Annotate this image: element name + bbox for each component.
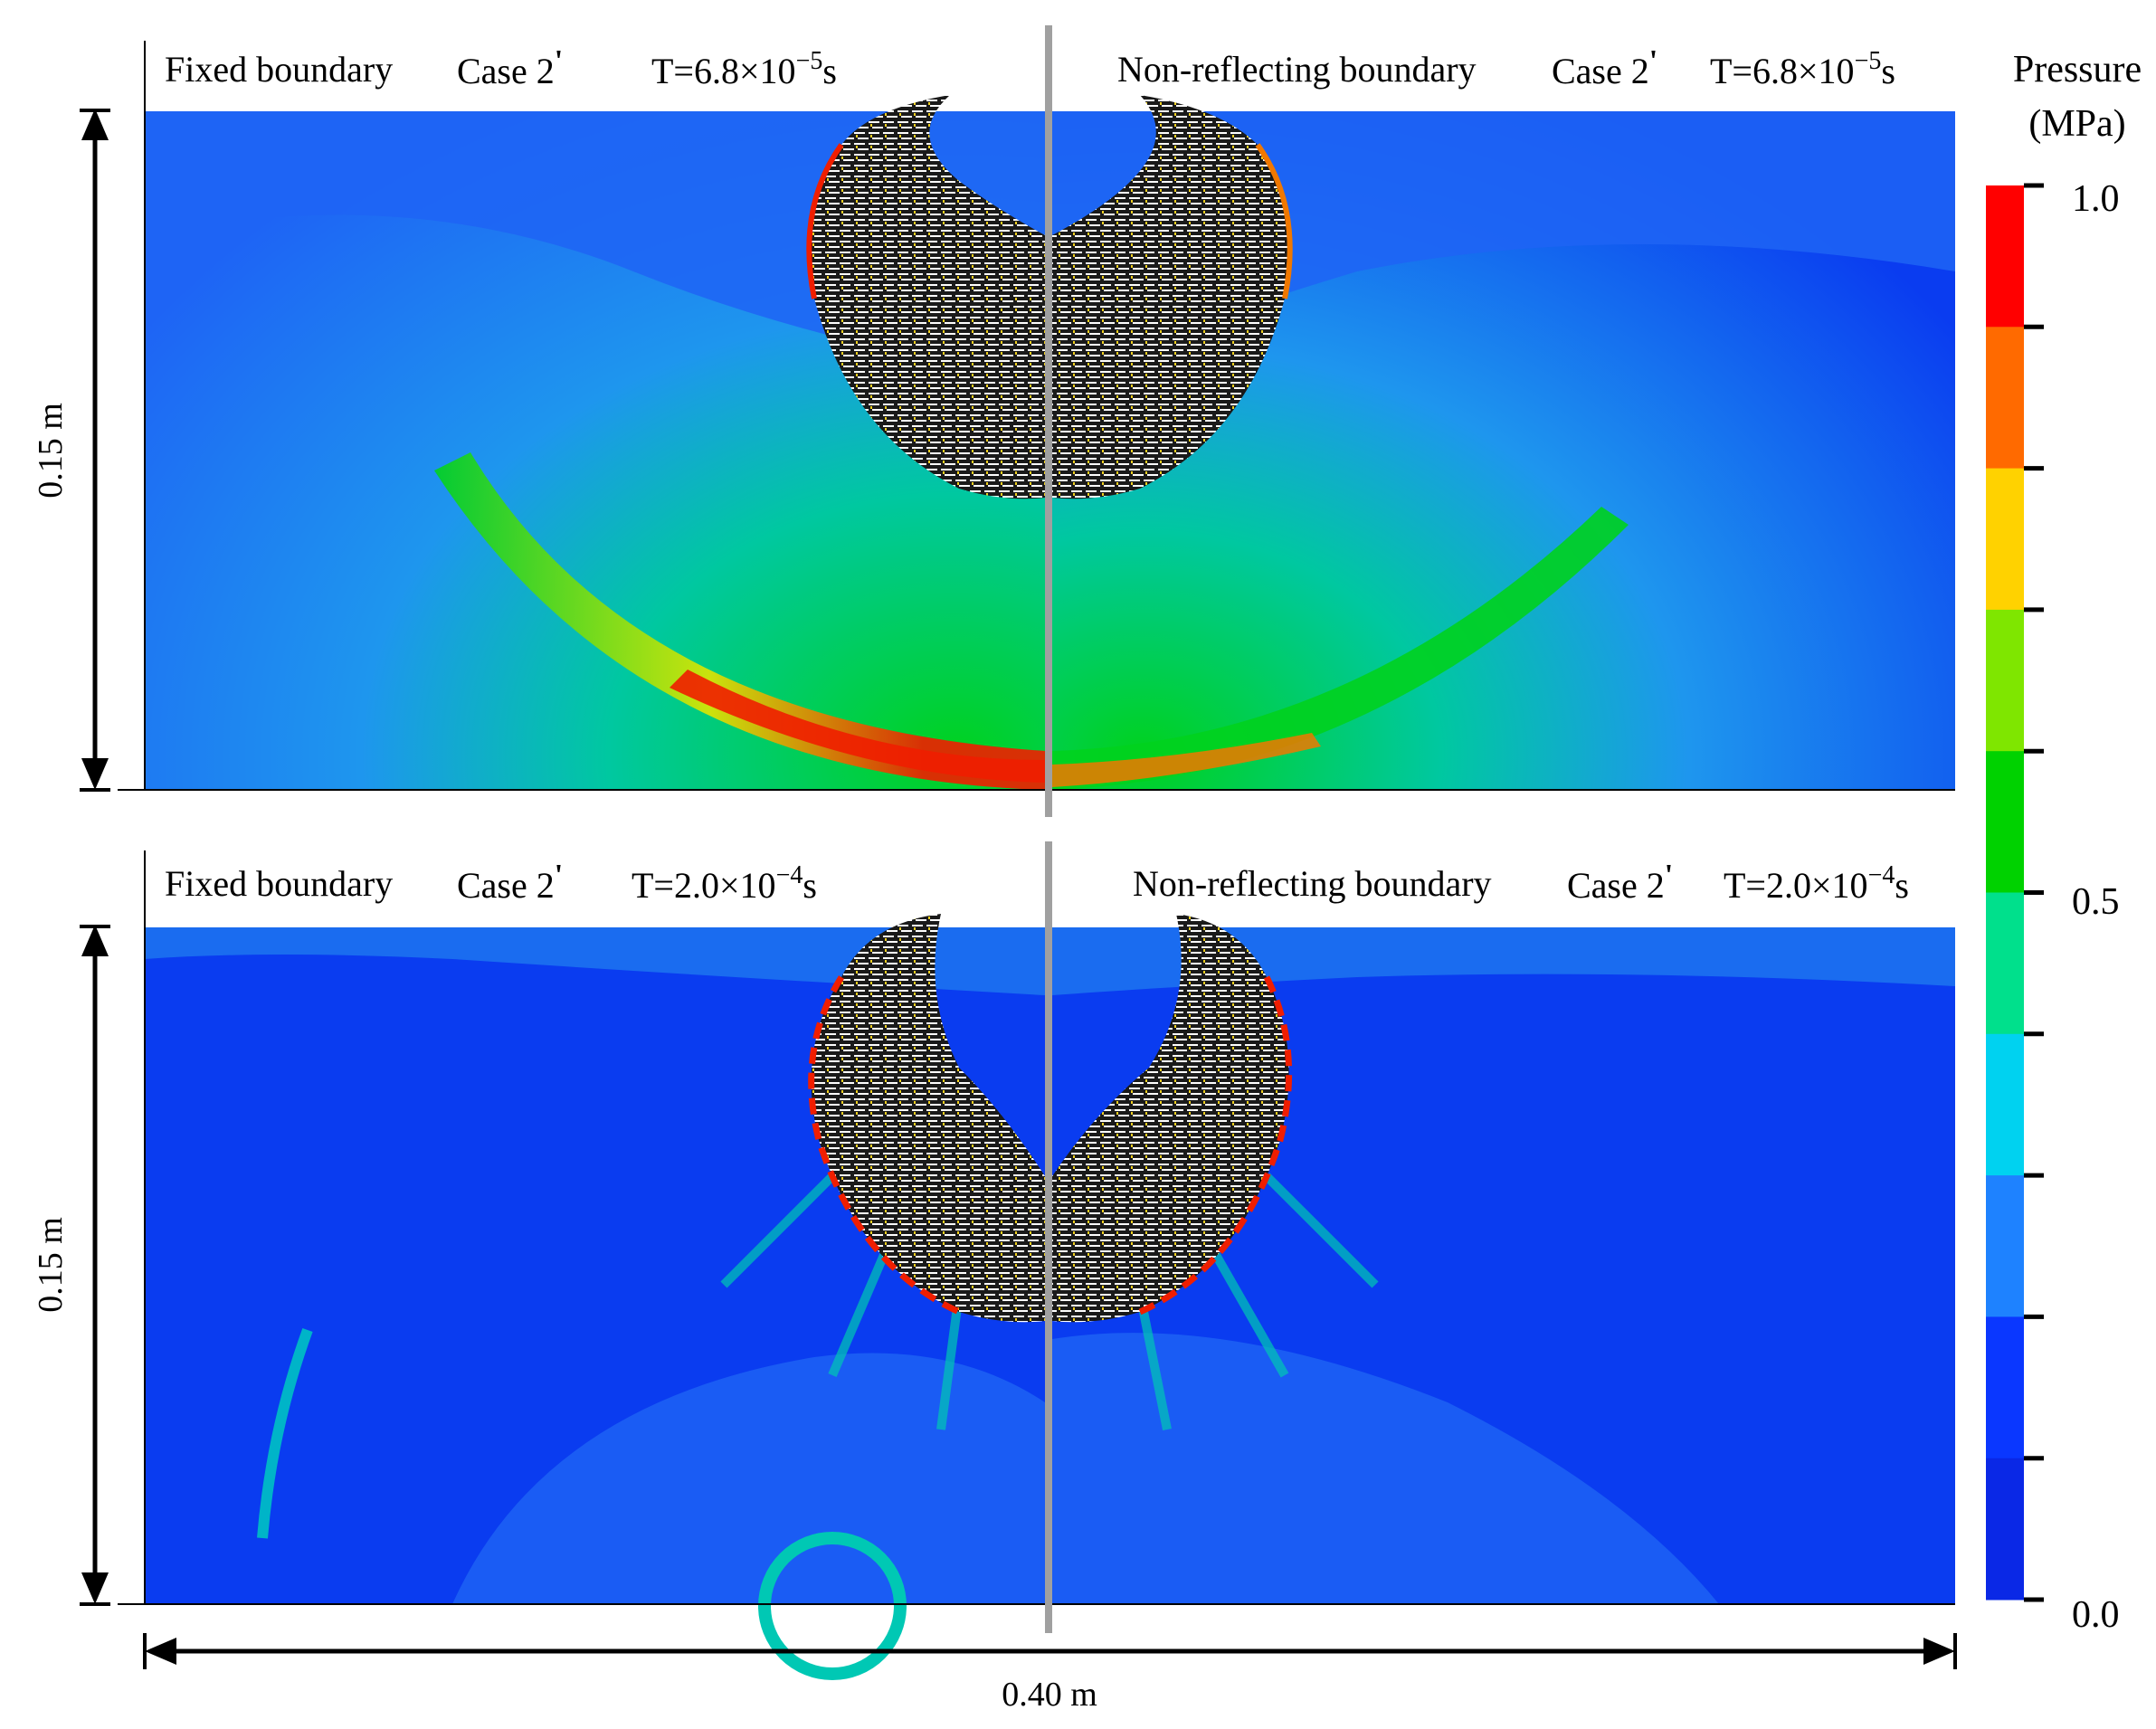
right-arrowhead-icon (1923, 1638, 1955, 1665)
width-label: 0.40 m (1002, 1676, 1097, 1714)
bottom-right-title: Non-reflecting boundary Case 2' T=2.0×10… (1133, 859, 1909, 906)
down-arrowhead-icon (81, 758, 109, 790)
top-right-case-label: Case 2' (1552, 44, 1657, 91)
colorbar-swatch (1986, 185, 2024, 328)
bottom-panel (118, 841, 1955, 1680)
width-dimension: 0.40 m (143, 1633, 1957, 1714)
colorbar-swatch (1986, 609, 2024, 752)
colorbar-swatch (1986, 1175, 2024, 1317)
colorbar-swatch (1986, 1458, 2024, 1601)
top-left-boundary-label: Fixed boundary (165, 49, 393, 90)
bottom-left-patch (145, 927, 1045, 995)
colorbar-swatch (1986, 1316, 2024, 1459)
colorbar-tick-label-max: 1.0 (2072, 178, 2120, 220)
up-arrowhead-icon (81, 925, 109, 956)
bottom-left-time-label: T=2.0×10−4s (632, 861, 817, 906)
colorbar: Pressure (MPa) 1.0 0.5 0.0 (1986, 49, 2142, 1636)
top-height-dimension: 0.15 m (32, 109, 110, 792)
bottom-radial-streaks (720, 1173, 1379, 1430)
top-panel (118, 25, 1955, 817)
top-height-label: 0.15 m (32, 403, 70, 499)
colorbar-swatch (1986, 892, 2024, 1035)
top-crater-rim-left (806, 143, 844, 299)
top-left-title: Fixed boundary Case 2' T=6.8×10−5s (165, 44, 837, 91)
bottom-left-lower-patch (452, 1353, 1045, 1604)
colorbar-title-line1: Pressure (2013, 49, 2142, 90)
bottom-height-dimension: 0.15 m (32, 925, 110, 1606)
colorbar-swatches (1986, 185, 2024, 1601)
top-left-particle-crater (809, 95, 1045, 499)
bottom-right-patch (1052, 927, 1955, 995)
top-left-wave-band (434, 452, 1045, 790)
bottom-left-boundary-label: Fixed boundary (165, 863, 393, 904)
top-right-boundary-label: Non-reflecting boundary (1117, 49, 1477, 90)
top-crater-rim-right (1255, 143, 1293, 299)
top-center-divider (1045, 25, 1052, 817)
bottom-left-title: Fixed boundary Case 2' T=2.0×10−4s (165, 859, 817, 906)
top-right-wave-core (1052, 733, 1321, 787)
bottom-arc (257, 1327, 313, 1539)
bottom-right-case-label: Case 2' (1567, 859, 1673, 906)
bottom-center-divider (1045, 841, 1052, 1633)
bottom-crater-rim-right (1138, 975, 1293, 1316)
top-left-wave-core (670, 670, 1045, 783)
colorbar-swatch (1986, 751, 2024, 893)
bottom-right-lower-patch (1052, 1333, 1719, 1604)
top-right-particle-crater (1052, 95, 1290, 499)
colorbar-swatch (1986, 1033, 2024, 1176)
colorbar-ticks (2024, 183, 2044, 1602)
top-right-time-label: T=6.8×10−5s (1710, 47, 1895, 91)
bottom-crater-rim-left (808, 975, 961, 1316)
bottom-right-time-label: T=2.0×10−4s (1724, 861, 1909, 906)
bottom-right-boundary-label: Non-reflecting boundary (1133, 863, 1492, 904)
top-right-title: Non-reflecting boundary Case 2' T=6.8×10… (1117, 44, 1895, 91)
bottom-left-case-label: Case 2' (457, 859, 563, 906)
top-left-case-label: Case 2' (457, 44, 563, 91)
down-arrowhead-icon (81, 1572, 109, 1604)
colorbar-swatch (1986, 327, 2024, 470)
bottom-right-particle-crater (1052, 914, 1289, 1323)
colorbar-swatch (1986, 468, 2024, 611)
bottom-height-label: 0.15 m (32, 1217, 70, 1313)
colorbar-tick-label-min: 0.0 (2072, 1594, 2120, 1636)
colorbar-title-line2: (MPa) (2028, 103, 2125, 145)
bottom-left-particle-crater (811, 914, 1045, 1323)
bottom-ring (758, 1532, 907, 1680)
top-left-time-label: T=6.8×10−5s (651, 47, 837, 91)
colorbar-tick-label-mid: 0.5 (2072, 881, 2120, 923)
left-arrowhead-icon (145, 1638, 176, 1665)
up-arrowhead-icon (81, 109, 109, 140)
